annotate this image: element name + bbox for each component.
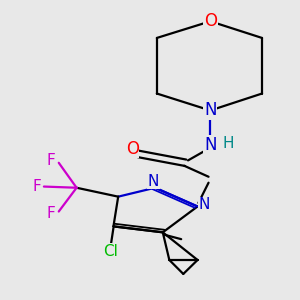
Text: N: N xyxy=(148,174,159,189)
Text: N: N xyxy=(204,101,217,119)
Text: N: N xyxy=(198,197,210,212)
Text: H: H xyxy=(222,136,234,151)
Text: Cl: Cl xyxy=(103,244,118,259)
Text: N: N xyxy=(204,136,217,154)
Text: O: O xyxy=(204,12,217,30)
Text: F: F xyxy=(47,206,56,221)
Text: F: F xyxy=(32,179,41,194)
Text: F: F xyxy=(47,153,56,168)
Text: O: O xyxy=(126,140,139,158)
